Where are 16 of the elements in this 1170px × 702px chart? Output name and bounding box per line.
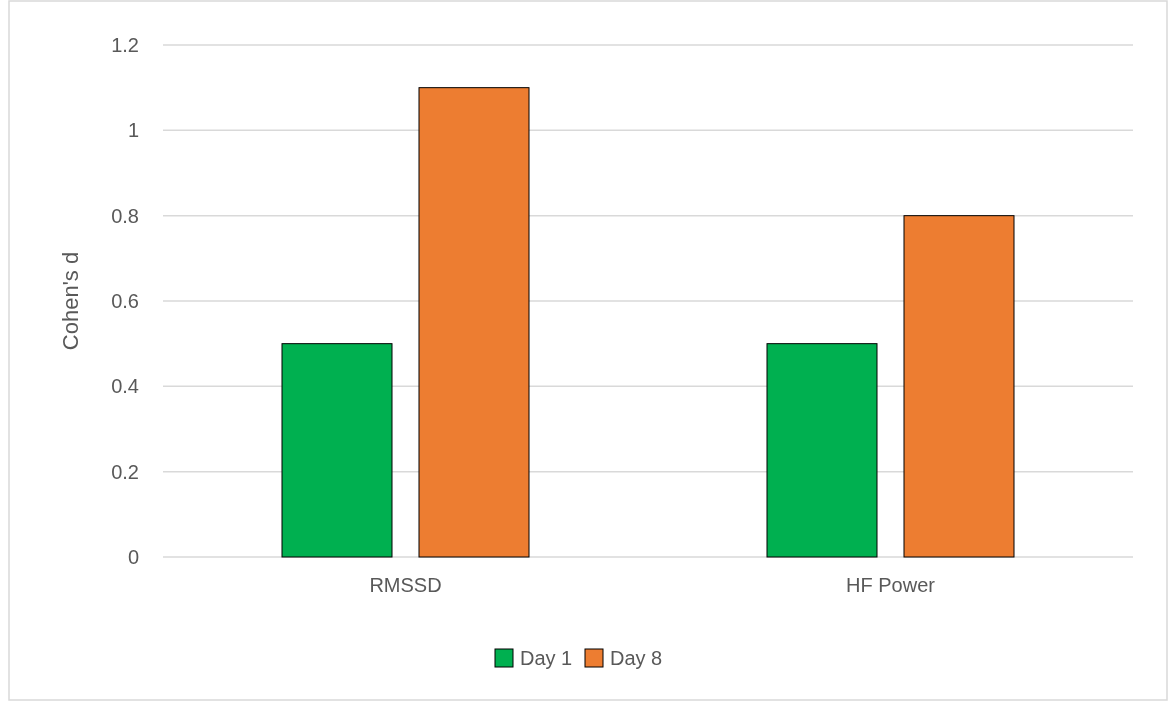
y-axis-title: Cohen's d [58,251,83,351]
legend-label: Day 1 [520,647,573,669]
y-tick-label: 0.6 [111,290,139,312]
bar [418,87,530,558]
x-tick-label: RMSSD [369,574,442,596]
y-tick-label: 1 [127,119,139,142]
y-tick-label: 0.8 [111,204,139,227]
y-tick-label: 0.4 [111,375,139,398]
bar [281,343,393,558]
bar [903,215,1015,558]
y-tick-label: 1.2 [111,34,139,56]
legend-label: Day 8 [610,647,663,669]
bar [766,343,878,558]
y-tick-label: 0.2 [111,460,139,483]
x-tick-label: HF Power [846,574,936,596]
y-tick-label: 0 [127,546,139,568]
